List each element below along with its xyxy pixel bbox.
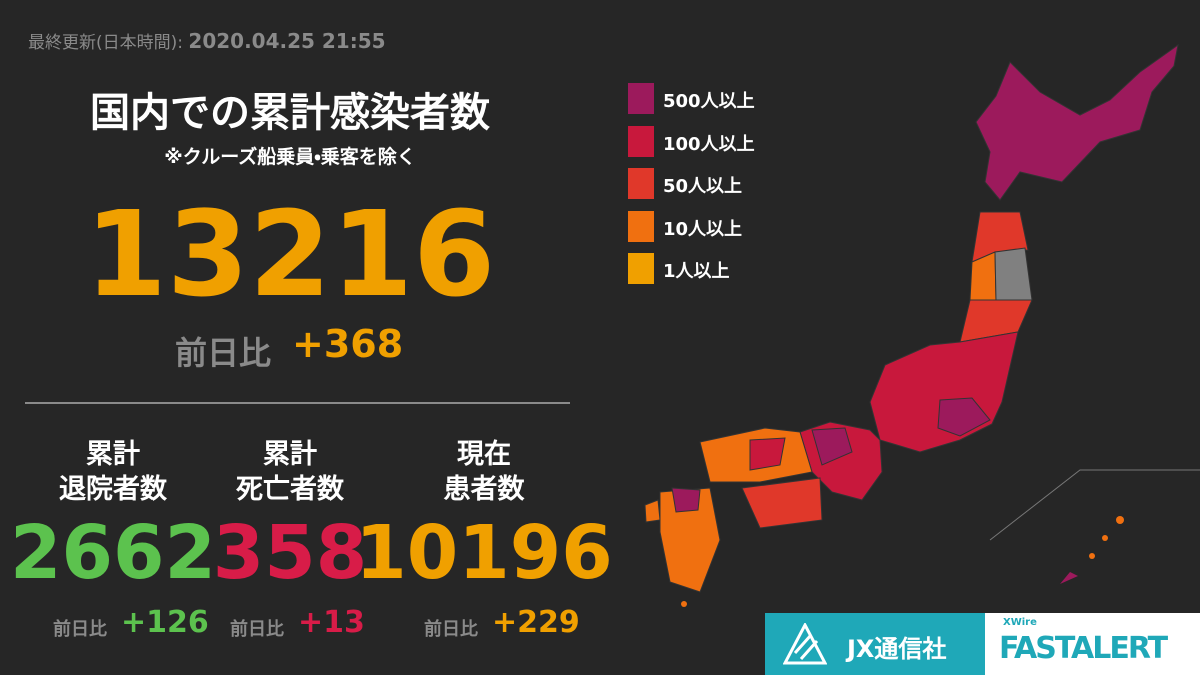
- stat-label: 退院者数: [59, 474, 167, 505]
- stat-change: +13: [298, 605, 365, 640]
- legend-swatch: [628, 83, 654, 114]
- fastalert-text: FASTALERT: [999, 631, 1168, 666]
- stat-value: 10196: [355, 510, 613, 596]
- updated-label: 最終更新(日本時間):: [28, 33, 183, 53]
- legend-label: 10人以上: [663, 218, 743, 240]
- updated: 最終更新(日本時間): 2020.04.25 21:55: [28, 28, 386, 53]
- total-value: 13216: [84, 185, 496, 323]
- xwire-text: XWire: [1003, 617, 1037, 628]
- divider: [25, 402, 570, 404]
- total-change: +368: [292, 322, 404, 366]
- legend-swatch: [628, 125, 654, 157]
- jx-logo: JX通信社: [765, 613, 985, 675]
- jx-text: JX通信社: [847, 635, 947, 663]
- stat-label: 累計: [86, 439, 140, 470]
- title: 国内での累計感染者数: [90, 90, 490, 136]
- stat-value: 2662: [10, 510, 216, 596]
- total-change-label: 前日比: [175, 334, 272, 372]
- stat-change-label: 前日比: [230, 619, 284, 640]
- stat-change-label: 前日比: [53, 619, 107, 640]
- stat-label: 患者数: [443, 474, 525, 505]
- legend-label: 100人以上: [663, 133, 755, 155]
- legend-swatch: [628, 168, 654, 199]
- legend-swatch: [628, 253, 654, 284]
- fastalert-logo: XWire FASTALERT: [985, 613, 1200, 675]
- stat-label: 累計: [263, 439, 317, 470]
- stat-change-label: 前日比: [424, 619, 478, 640]
- legend-swatch: [628, 210, 654, 242]
- stat-value: 358: [212, 510, 368, 596]
- stat-change: +126: [121, 605, 209, 640]
- updated-at: 2020.04.25 21:55: [188, 29, 386, 53]
- stat-label: 現在: [457, 439, 511, 470]
- legend-label: 1人以上: [663, 261, 730, 282]
- stat-label: 死亡者数: [236, 474, 344, 505]
- legend-label: 50人以上: [663, 176, 743, 197]
- legend-label: 500人以上: [663, 91, 755, 112]
- map: [644, 43, 1200, 607]
- note: ※クルーズ船乗員・乗客を除く: [164, 146, 416, 168]
- stat-change: +229: [492, 605, 580, 640]
- jx-icon: [783, 623, 827, 665]
